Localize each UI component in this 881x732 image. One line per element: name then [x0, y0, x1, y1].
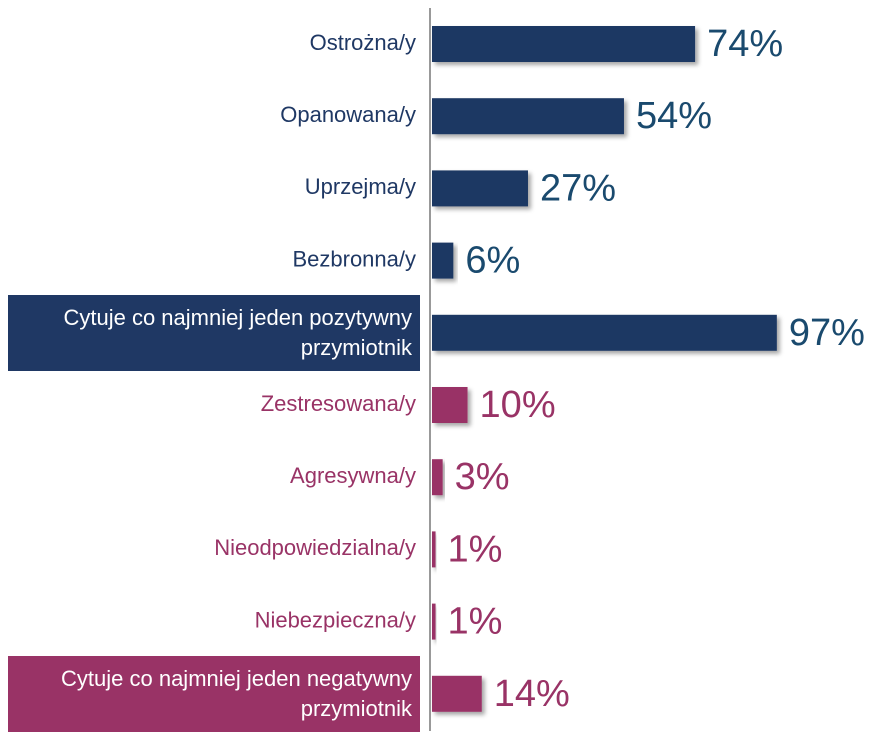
- bar: [432, 98, 624, 135]
- category-label: Uprzejma/y: [305, 174, 416, 199]
- category-label: Niebezpieczna/y: [255, 607, 416, 632]
- bar: [432, 387, 468, 423]
- value-label: 54%: [636, 95, 712, 137]
- category-label: Agresywna/y: [290, 463, 416, 488]
- bar: [432, 675, 482, 712]
- category-label: Zestresowana/y: [261, 391, 416, 416]
- bar: [432, 314, 777, 351]
- category-label: Cytuje co najmniej jeden pozytywny przym…: [8, 294, 420, 371]
- value-label: 97%: [789, 312, 865, 354]
- value-label: 27%: [540, 167, 616, 209]
- bar: [432, 531, 436, 568]
- bar: [432, 170, 528, 207]
- bar: [432, 459, 443, 496]
- bar: [432, 242, 454, 279]
- value-label: 1%: [448, 601, 503, 643]
- bar: [432, 26, 696, 62]
- category-label: Bezbronna/y: [292, 246, 416, 271]
- value-label: 3%: [455, 456, 510, 498]
- category-label: Ostrożna/y: [310, 30, 416, 55]
- category-label: Opanowana/y: [280, 102, 416, 127]
- value-label: 74%: [707, 23, 783, 65]
- value-label: 6%: [465, 240, 520, 282]
- bar: [432, 603, 436, 640]
- value-label: 10%: [480, 384, 556, 426]
- category-label: Nieodpowiedzialna/y: [214, 535, 416, 560]
- value-label: 14%: [494, 673, 570, 715]
- category-label: Cytuje co najmniej jeden negatywny przym…: [8, 655, 420, 732]
- value-label: 1%: [448, 528, 503, 570]
